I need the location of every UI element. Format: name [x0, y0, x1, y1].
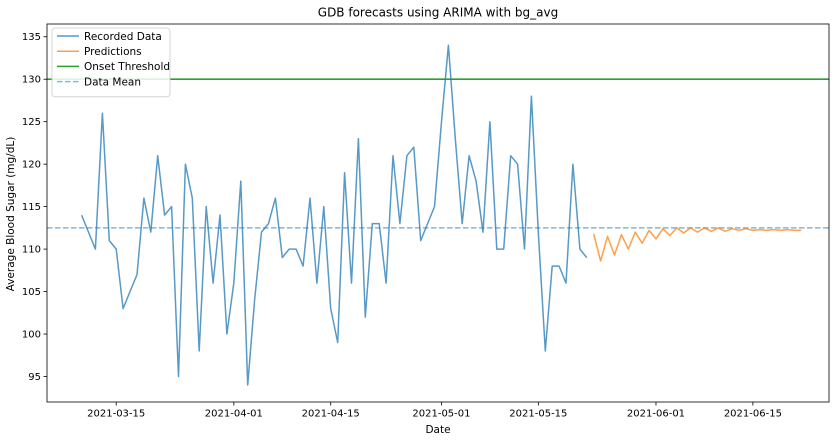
legend: Recorded Data Predictions Onset Threshold D…	[51, 27, 171, 98]
series-line-recorded-data	[80, 44, 588, 386]
x-axis-title: Date	[425, 424, 450, 436]
x-tick-label: 2021-04-01	[205, 409, 263, 420]
x-tick-label: 2021-03-15	[87, 409, 145, 420]
y-tick-label: 135	[22, 32, 41, 43]
axes: 2021-03-15 2021-04-01 2021-04-15 2021-05-01…	[22, 23, 830, 420]
legend-label: Recorded Data	[84, 31, 162, 43]
chart-title: GDB forecasts using ARIMA with bg_avg	[318, 6, 558, 20]
y-tick-label: 110	[22, 245, 41, 256]
x-tick-label: 2021-06-15	[724, 409, 782, 420]
y-tick-label: 115	[22, 202, 41, 213]
x-tick-label: 2021-05-15	[509, 409, 567, 420]
x-tick-label: 2021-05-01	[412, 409, 470, 420]
plot-area	[47, 44, 829, 386]
series-line-predictions	[592, 227, 802, 262]
legend-label: Onset Threshold	[84, 61, 170, 73]
x-tick-label: 2021-04-15	[302, 409, 360, 420]
y-tick-label: 125	[22, 117, 41, 128]
y-tick-label: 100	[22, 330, 41, 341]
y-axis-title: Average Blood Sugar (mg/dL)	[5, 137, 17, 292]
x-tick-label: 2021-06-01	[627, 409, 685, 420]
legend-label: Predictions	[84, 46, 142, 58]
plot-frame	[46, 23, 830, 403]
y-tick-label: 120	[22, 160, 41, 171]
y-tick-label: 95	[28, 372, 41, 383]
legend-label: Data Mean	[84, 76, 141, 88]
legend-box	[51, 27, 171, 98]
y-tick-label: 130	[22, 75, 41, 86]
y-tick-label: 105	[22, 287, 41, 298]
